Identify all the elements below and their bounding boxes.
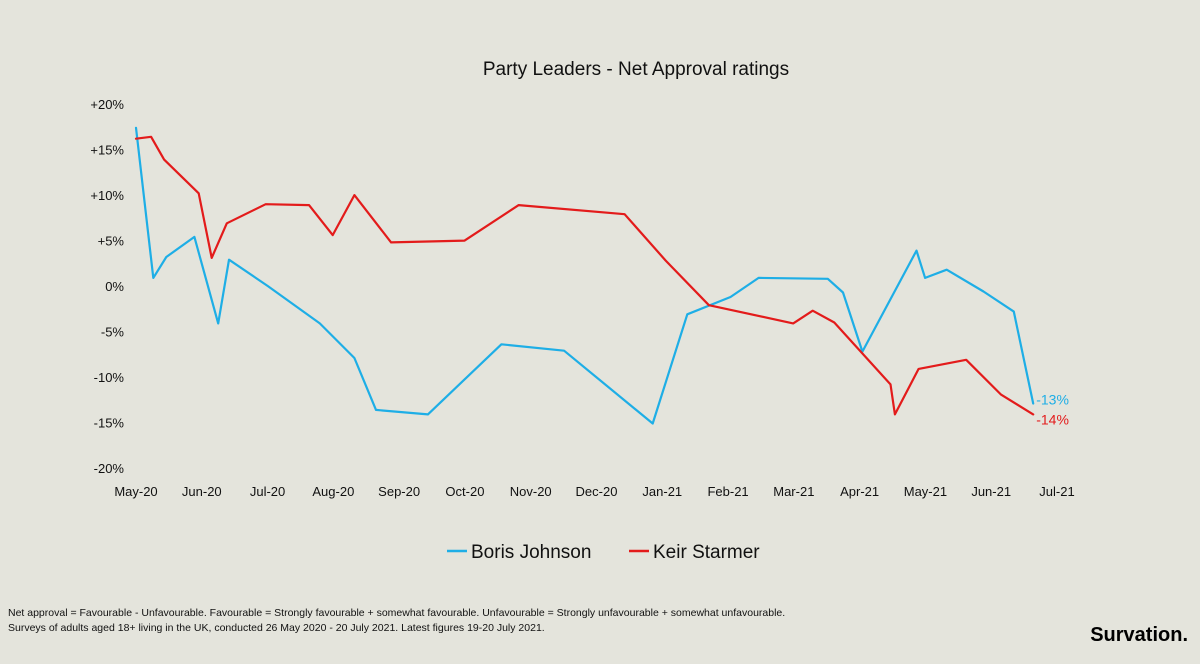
x-axis-ticks: May-20 Jun-20 Jul-20 Aug-20 Sep-20 Oct-20 Nov-…: [114, 484, 1074, 499]
y-tick-label: +5%: [98, 234, 125, 249]
x-tick-label: May-21: [904, 484, 947, 499]
chart-title: Party Leaders - Net Approval ratings: [483, 59, 789, 80]
series-line-keir-starmer: [134, 135, 1035, 416]
x-tick-label: Jul-20: [250, 484, 285, 499]
series-lines: [134, 126, 1035, 425]
legend-label: Keir Starmer: [653, 542, 760, 563]
y-tick-label: -5%: [101, 325, 125, 340]
net-approval-chart: Party Leaders - Net Approval ratings +20…: [90, 59, 1074, 563]
x-tick-label: Oct-20: [445, 484, 484, 499]
y-tick-label: 0%: [105, 279, 124, 294]
x-tick-label: Aug-20: [312, 484, 354, 499]
y-tick-label: +10%: [90, 188, 124, 203]
series-line-boris-johnson: [134, 126, 1035, 425]
x-tick-label: Dec-20: [576, 484, 618, 499]
x-tick-label: Jan-21: [642, 484, 682, 499]
y-axis-ticks: +20% +15% +10% +5% 0% -5% -10% -15% -20%: [90, 97, 124, 476]
x-tick-label: Apr-21: [840, 484, 879, 499]
x-tick-label: Jun-21: [971, 484, 1011, 499]
x-tick-label: Jun-20: [182, 484, 222, 499]
legend-label: Boris Johnson: [471, 542, 591, 563]
legend: Boris Johnson Keir Starmer: [447, 542, 760, 563]
y-tick-label: +20%: [90, 97, 124, 112]
x-tick-label: Sep-20: [378, 484, 420, 499]
end-label: -14%: [1036, 411, 1069, 427]
y-tick-label: -20%: [94, 461, 125, 476]
y-tick-label: -10%: [94, 370, 125, 385]
footnote-definition: Net approval = Favourable - Unfavourable…: [8, 607, 786, 619]
x-tick-label: Jul-21: [1039, 484, 1074, 499]
end-labels: -13% -14%: [1036, 391, 1069, 427]
x-tick-label: Feb-21: [707, 484, 748, 499]
end-label: -13%: [1036, 391, 1069, 407]
x-tick-label: Nov-20: [510, 484, 552, 499]
survation-logo: Survation.: [1090, 624, 1188, 646]
footnote-methodology: Surveys of adults aged 18+ living in the…: [8, 622, 545, 634]
y-tick-label: -15%: [94, 416, 125, 431]
x-tick-label: May-20: [114, 484, 157, 499]
y-tick-label: +15%: [90, 143, 124, 158]
x-tick-label: Mar-21: [773, 484, 814, 499]
